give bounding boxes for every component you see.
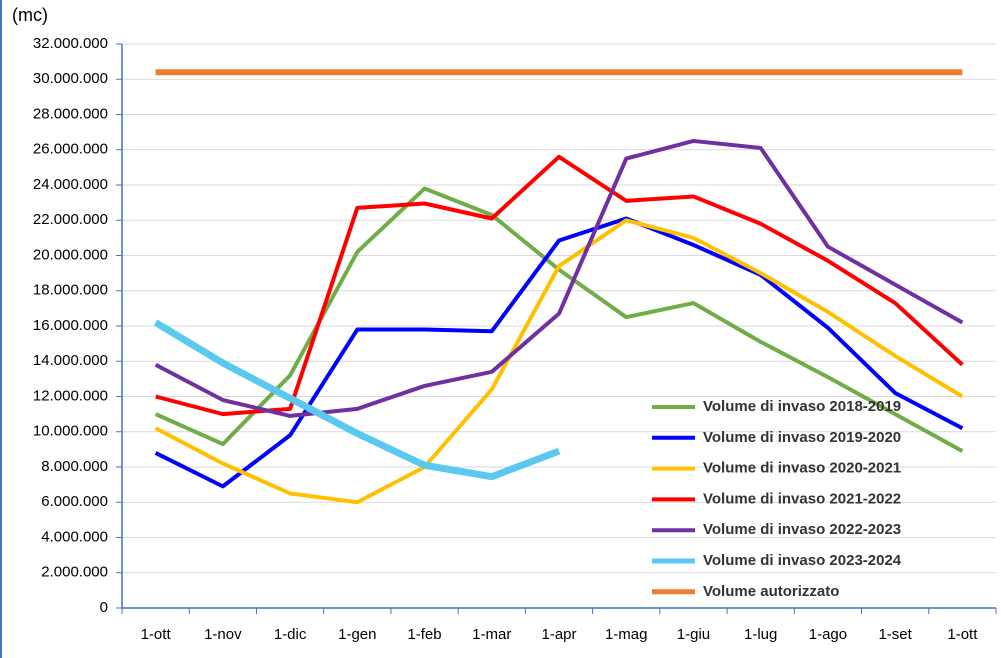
y-tick-label: 32.000.000 — [33, 35, 108, 52]
y-tick-label: 12.000.000 — [33, 387, 108, 404]
x-tick-label: 1-mag — [605, 626, 648, 643]
x-tick-label: 1-set — [878, 626, 912, 643]
y-tick-label: 0 — [100, 599, 108, 616]
x-tick-label: 1-ott — [141, 626, 172, 643]
y-tick-label: 24.000.000 — [33, 176, 108, 193]
series-line — [155, 154, 964, 417]
y-tick-label: 22.000.000 — [33, 211, 108, 228]
y-tick-label: 14.000.000 — [33, 352, 108, 369]
x-tick-label: 1-apr — [541, 626, 576, 643]
x-tick-label: 1-feb — [407, 626, 441, 643]
x-tick-label: 1-ago — [809, 626, 847, 643]
legend-label: Volume di invaso 2019-2020 — [703, 429, 901, 446]
y-tick-label: 10.000.000 — [33, 423, 108, 440]
series-line — [154, 218, 964, 505]
y-tick-label: 6.000.000 — [41, 493, 108, 510]
y-tick-label: 16.000.000 — [33, 317, 108, 334]
legend-label: Volume di invaso 2021-2022 — [703, 490, 901, 507]
y-tick-label: 8.000.000 — [41, 458, 108, 475]
y-tick-label: 2.000.000 — [41, 564, 108, 581]
y-tick-label: 4.000.000 — [41, 528, 108, 545]
legend-label: Volume di invaso 2018-2019 — [703, 398, 901, 415]
series-line — [154, 216, 964, 489]
x-tick-label: 1-nov — [204, 626, 242, 643]
x-tick-label: 1-lug — [744, 626, 777, 643]
y-tick-label: 20.000.000 — [33, 246, 108, 263]
y-tick-label: 26.000.000 — [33, 141, 108, 158]
legend-label: Volume di invaso 2020-2021 — [703, 460, 901, 477]
x-tick-label: 1-gen — [338, 626, 376, 643]
x-tick-label: 1-mar — [472, 626, 511, 643]
y-tick-label: 18.000.000 — [33, 282, 108, 299]
legend-label: Volume di invaso 2022-2023 — [703, 521, 901, 538]
legend-label: Volume autorizzato — [703, 583, 839, 600]
y-tick-label: 30.000.000 — [33, 70, 108, 87]
x-tick-label: 1-dic — [274, 626, 307, 643]
legend-label: Volume di invaso 2023-2024 — [703, 552, 902, 569]
chart-title: (mc) — [12, 5, 48, 25]
y-tick-label: 28.000.000 — [33, 105, 108, 122]
series-line — [153, 319, 561, 481]
series-line — [154, 138, 964, 418]
x-tick-label: 1-ott — [947, 626, 978, 643]
x-tick-label: 1-giu — [677, 626, 710, 643]
